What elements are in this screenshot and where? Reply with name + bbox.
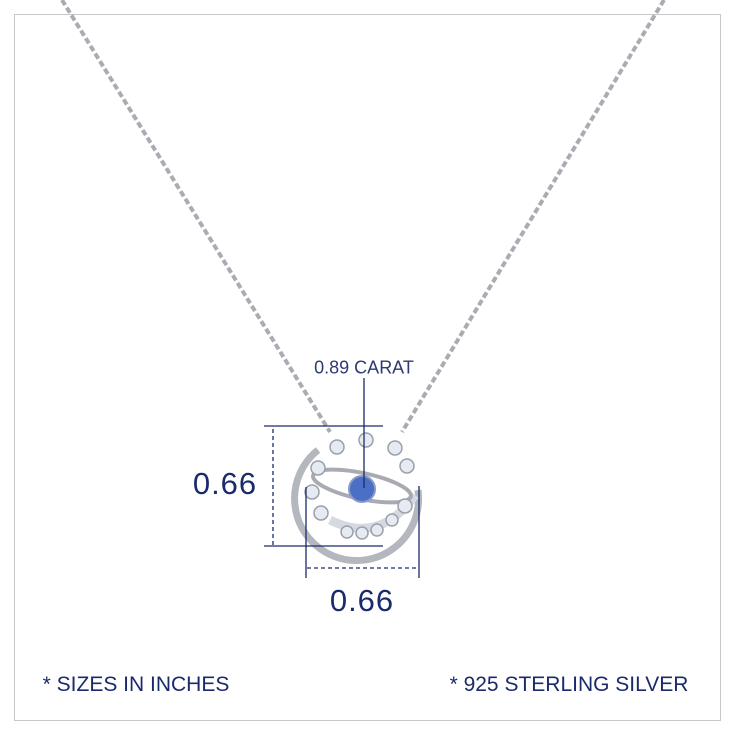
stone-weight-label: 0.89 CARAT — [314, 357, 414, 378]
width-label: 0.66 — [329, 583, 395, 618]
image-frame — [14, 14, 721, 721]
material-note: * 925 STERLING SILVER — [449, 673, 689, 696]
left-chain — [60, 0, 332, 434]
dimension-lines — [264, 378, 420, 578]
sizes-note: * SIZES IN INCHES — [42, 673, 230, 696]
height-label: 0.66 — [192, 466, 258, 501]
right-chain — [400, 0, 666, 434]
pendant — [291, 432, 423, 564]
